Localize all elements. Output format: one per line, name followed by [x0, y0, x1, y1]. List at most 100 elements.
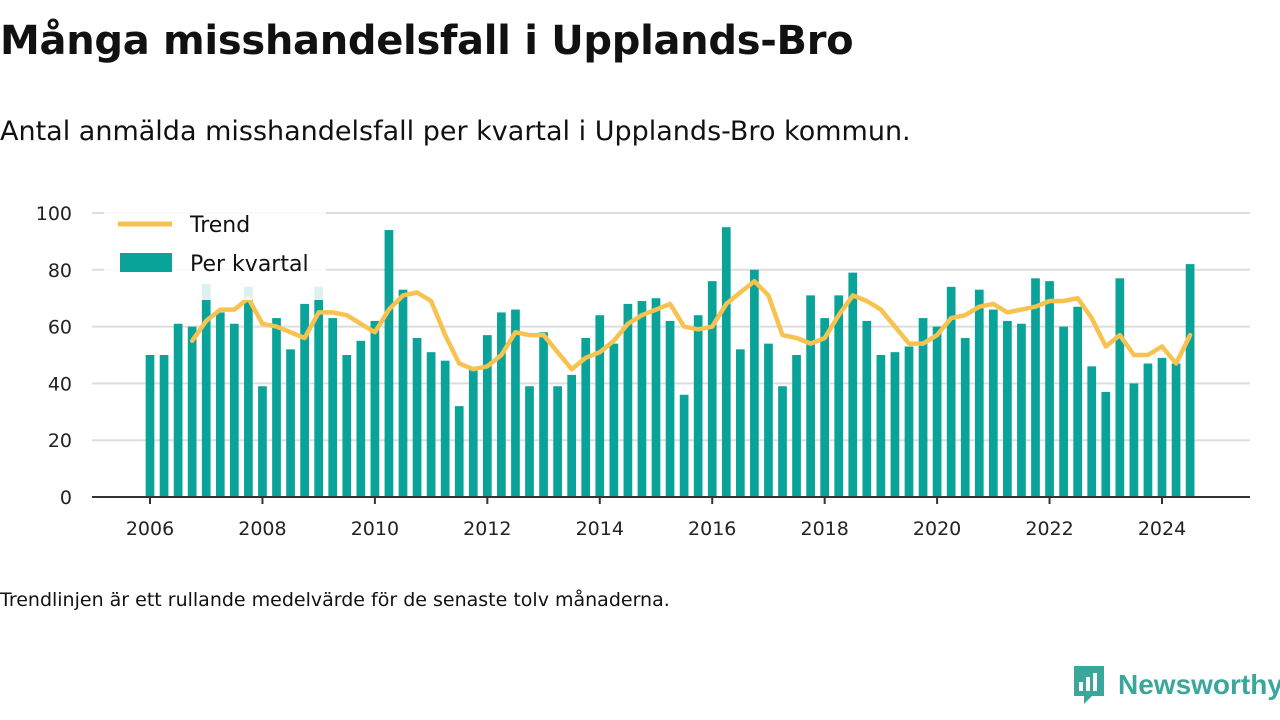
y-tick-label: 0 — [60, 487, 72, 509]
bar — [525, 386, 534, 497]
bar — [581, 337, 591, 497]
bar — [215, 312, 225, 497]
bar — [735, 349, 745, 497]
bar — [511, 309, 520, 497]
bar — [426, 352, 436, 497]
y-tick-label: 40 — [48, 373, 72, 395]
legend-bar-swatch — [120, 253, 172, 272]
bar — [173, 323, 183, 497]
trend-line-layer — [189, 278, 1193, 372]
bar — [201, 284, 211, 497]
bar — [497, 312, 506, 497]
bar — [553, 386, 562, 497]
x-tick-label: 2006 — [126, 518, 174, 540]
bar — [539, 332, 548, 497]
axes: 0 20 40 60 80 100 2006 2008 2010 2012 2014 2016 2018… — [36, 203, 1250, 540]
bar — [1045, 281, 1054, 497]
bar — [258, 386, 267, 497]
bar — [876, 355, 886, 497]
newsworthy-logo-icon — [1074, 666, 1104, 704]
bar — [1101, 391, 1111, 497]
bar — [750, 269, 759, 497]
footnote: Trendlinjen är ett rullande medelvärde f… — [0, 589, 670, 611]
legend-label-trend: Trend — [189, 213, 250, 238]
y-tick-label: 100 — [36, 203, 72, 225]
chart-subtitle: Antal anmälda misshandelsfall per kvarta… — [0, 116, 911, 147]
trend-line — [189, 278, 1193, 372]
bar — [1157, 357, 1167, 497]
bar — [834, 295, 844, 497]
bar — [988, 309, 998, 497]
bars-per-kvartal — [145, 227, 1195, 497]
bar — [272, 318, 281, 497]
bar — [1031, 278, 1040, 497]
bar — [1017, 323, 1026, 497]
bar — [229, 323, 239, 497]
bar — [862, 320, 872, 497]
bar — [764, 343, 773, 497]
bar — [342, 355, 352, 497]
bar — [1185, 264, 1195, 497]
bar — [454, 406, 464, 497]
bar — [398, 289, 408, 497]
bar — [918, 318, 928, 497]
x-tick-label: 2022 — [1025, 518, 1073, 540]
bar — [1059, 326, 1068, 497]
bar — [244, 286, 253, 497]
bar — [679, 394, 689, 497]
bar — [1129, 383, 1139, 497]
bar-chart: 0 20 40 60 80 100 2006 2008 2010 2012 2014 2016 2018… — [36, 203, 1250, 540]
chart-title: Många misshandelsfall i Upplands-Bro — [0, 18, 854, 64]
bar — [792, 355, 801, 497]
y-tick-label: 60 — [48, 317, 72, 339]
x-tick-label: 2020 — [913, 518, 961, 540]
bar — [890, 352, 900, 497]
bar — [1171, 363, 1181, 497]
bar — [707, 281, 717, 497]
bar — [806, 295, 815, 497]
bar — [384, 230, 394, 497]
bar — [932, 326, 942, 497]
x-tick-label: 2016 — [688, 518, 736, 540]
bar — [187, 326, 197, 497]
bar — [440, 360, 450, 497]
bar — [300, 303, 309, 497]
legend-label-per-kvartal: Per kvartal — [190, 252, 309, 277]
bar — [609, 343, 619, 497]
bar — [314, 286, 324, 497]
x-tick-label: 2012 — [463, 518, 511, 540]
x-tick-label: 2018 — [800, 518, 848, 540]
bar — [412, 337, 422, 497]
bar — [960, 337, 970, 497]
bar — [904, 346, 914, 497]
x-tick-label: 2008 — [238, 518, 286, 540]
brand-name: Newsworthy — [1118, 669, 1280, 700]
bar — [820, 318, 830, 497]
y-tick-label: 20 — [48, 430, 72, 452]
legend: Trend Per kvartal — [104, 208, 326, 300]
x-tick-label: 2010 — [351, 518, 399, 540]
bar — [356, 340, 366, 497]
bar — [778, 386, 787, 497]
bar — [623, 303, 633, 497]
bar — [370, 320, 380, 497]
bar — [693, 315, 703, 497]
bar — [1143, 363, 1153, 497]
bar — [721, 227, 731, 497]
brand: Newsworthy — [1072, 664, 1280, 706]
bar — [567, 374, 577, 497]
bar — [145, 355, 155, 497]
bar — [1003, 320, 1012, 497]
bar — [286, 349, 295, 497]
bar — [946, 286, 956, 497]
bar — [637, 301, 647, 497]
bar — [848, 272, 858, 497]
bar — [159, 355, 169, 497]
bar — [665, 320, 675, 497]
y-tick-label: 80 — [48, 260, 72, 282]
bar — [1115, 278, 1125, 497]
bar — [1087, 366, 1097, 497]
x-tick-label: 2024 — [1138, 518, 1186, 540]
bar — [468, 369, 478, 497]
x-tick-label: 2014 — [576, 518, 624, 540]
